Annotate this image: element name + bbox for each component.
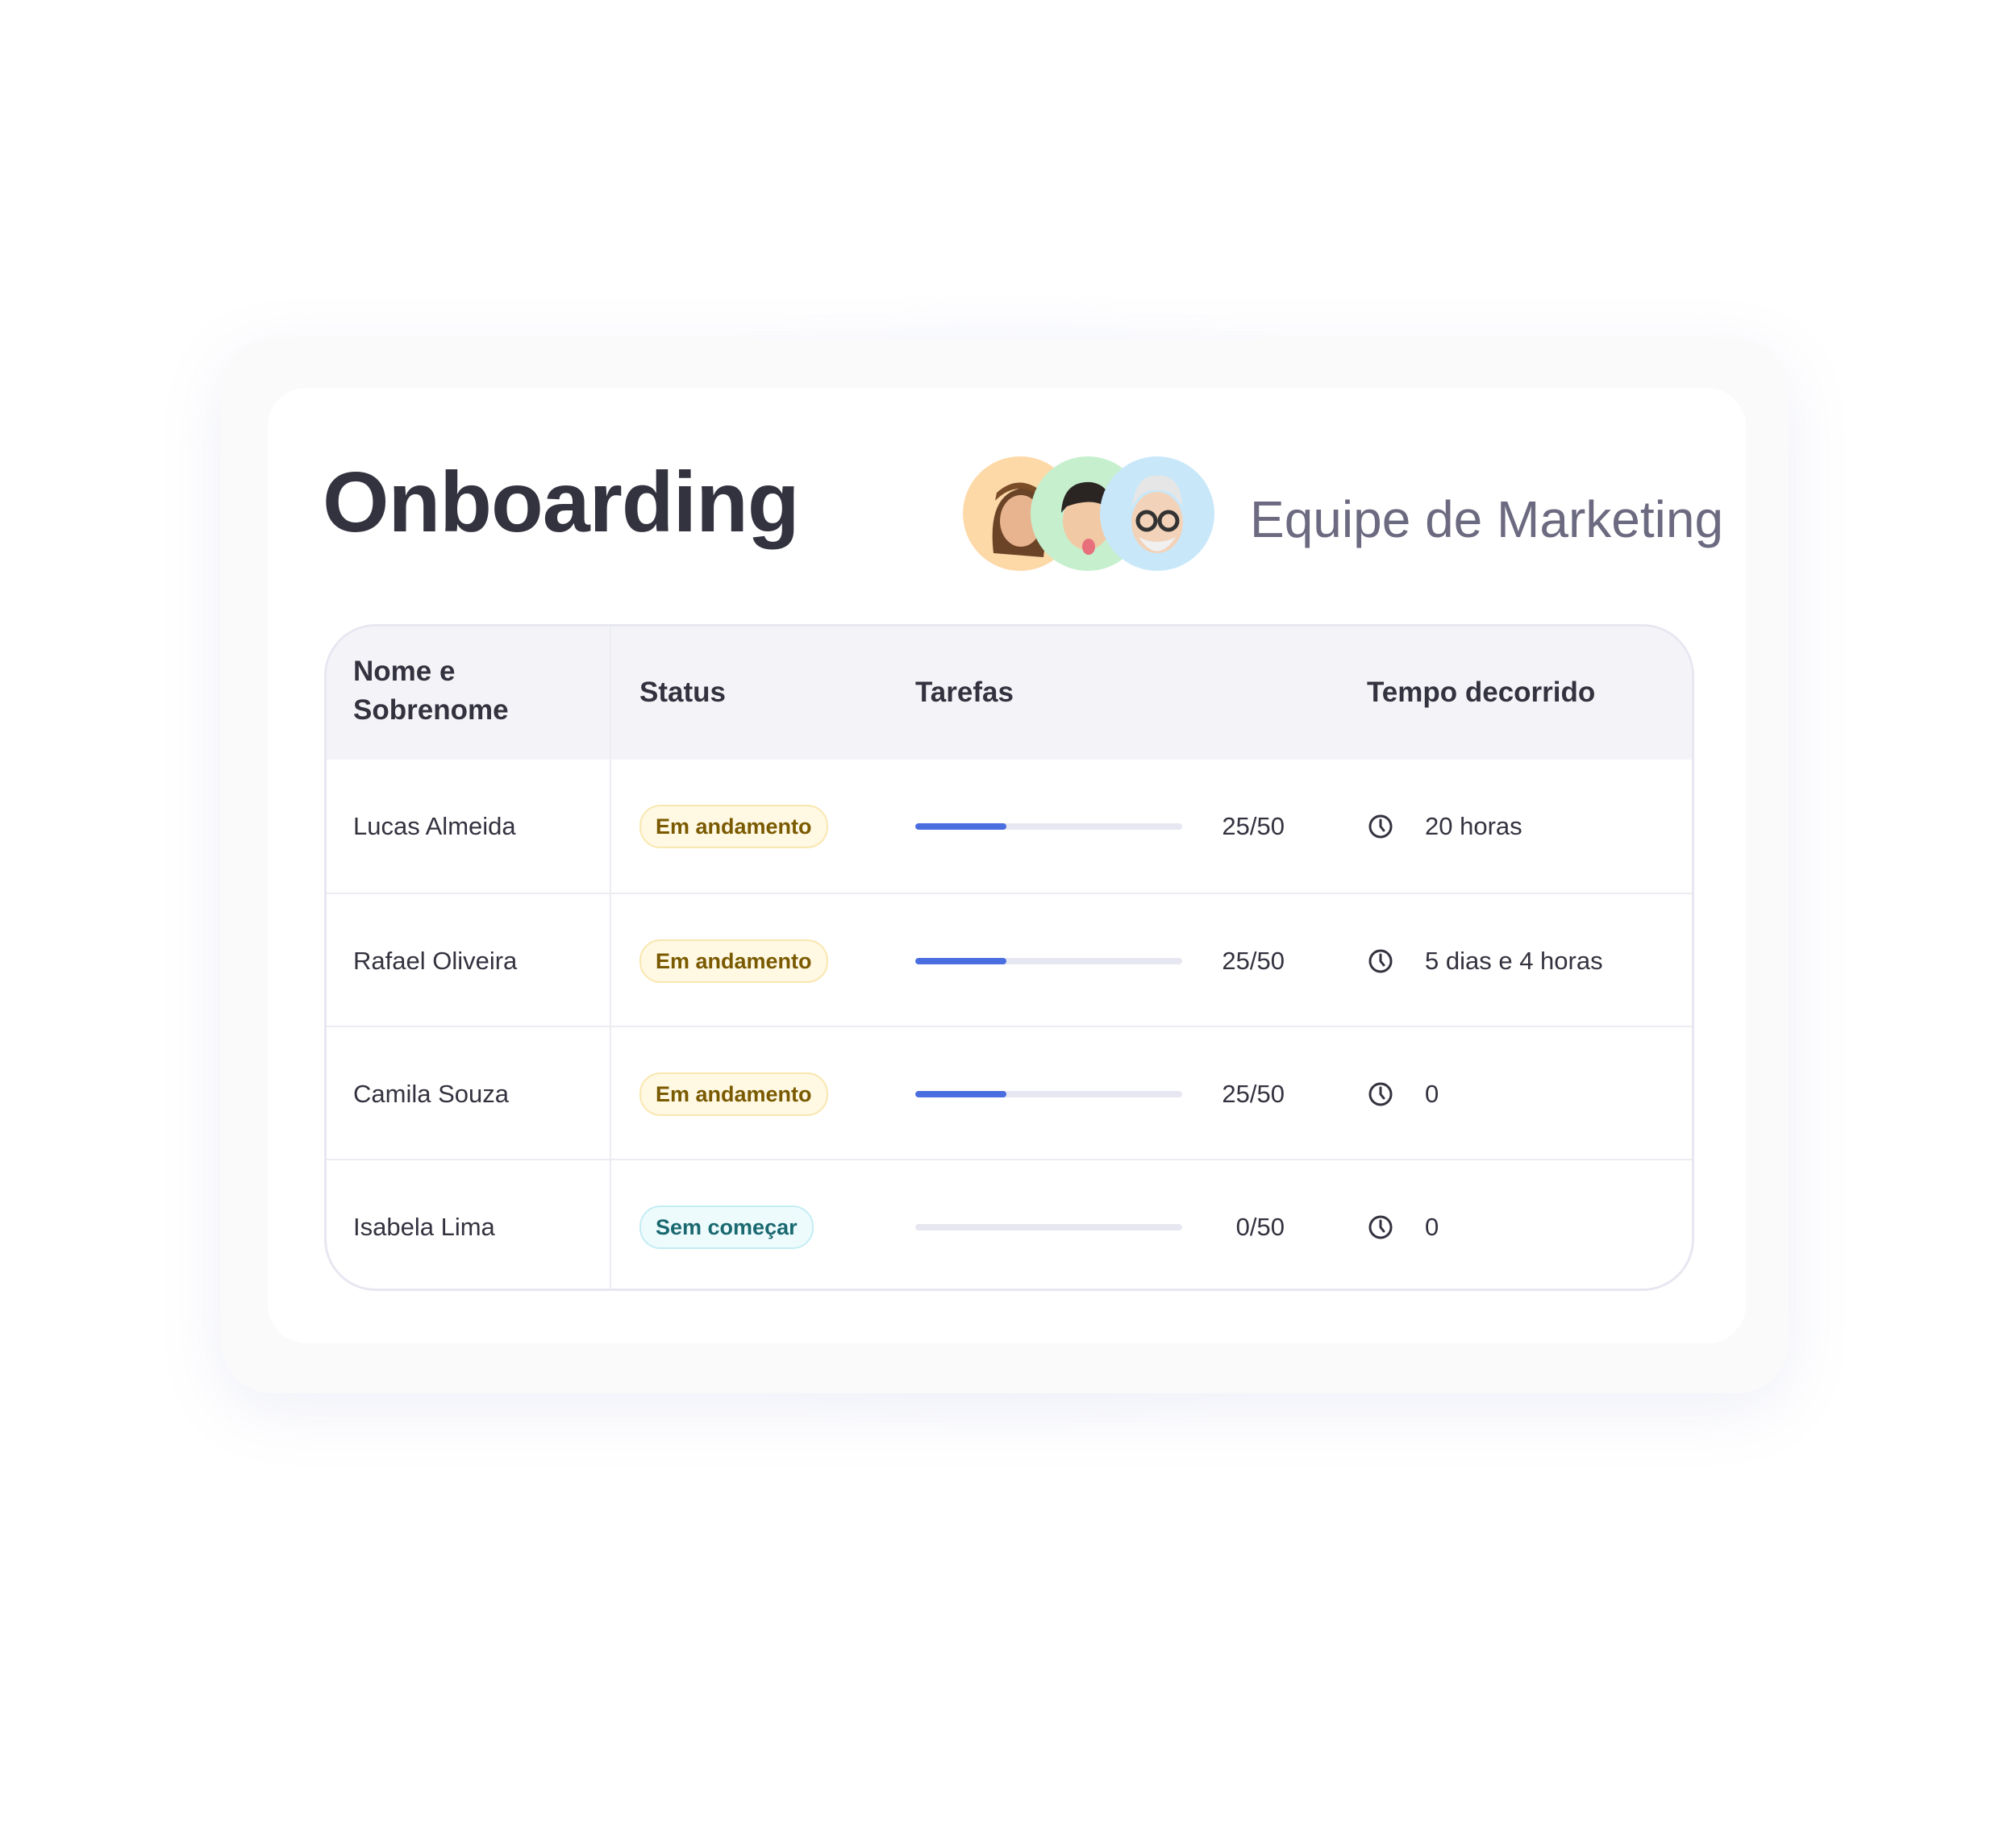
avatar [1100, 456, 1214, 571]
person-name: Isabela Lima [353, 1212, 495, 1241]
task-count: 25/50 [1222, 811, 1285, 840]
onboarding-table: Nome e Sobrenome Status Tarefas Tempo de… [324, 624, 1694, 1291]
person-name: Lucas Almeida [353, 811, 516, 840]
elapsed-time: 0 [1425, 1212, 1439, 1241]
column-header-status[interactable]: Status [639, 677, 726, 708]
clock-icon [1368, 814, 1393, 838]
column-header-elapsed-time[interactable]: Tempo decorrido [1367, 677, 1596, 708]
column-divider [610, 627, 611, 1289]
status-badge: Sem começar [639, 1205, 814, 1249]
person-name: Camila Souza [353, 1079, 509, 1108]
elapsed-time: 5 dias e 4 horas [1425, 946, 1603, 975]
task-progress-bar [915, 957, 1182, 964]
task-count: 25/50 [1222, 1079, 1285, 1108]
person-name: Rafael Oliveira [353, 946, 518, 975]
task-count: 0/50 [1235, 1212, 1285, 1241]
table-row[interactable]: Lucas Almeida Em andamento 25/50 20 hora… [327, 760, 1692, 893]
status-badge: Em andamento [639, 804, 828, 848]
clock-icon [1368, 949, 1393, 972]
elapsed-time: 20 horas [1425, 811, 1522, 840]
clock-icon [1368, 1082, 1393, 1105]
team-avatars [963, 456, 1221, 571]
task-progress-fill [915, 822, 1006, 830]
table-row[interactable]: Isabela Lima Sem começar 0/50 0 [327, 1159, 1692, 1289]
column-header-tasks[interactable]: Tarefas [915, 677, 1014, 708]
table-header: Nome e Sobrenome Status Tarefas Tempo de… [327, 627, 1692, 760]
status-badge: Em andamento [639, 1072, 828, 1116]
task-progress-bar [915, 1223, 1182, 1230]
page-title: Onboarding [323, 455, 800, 550]
status-badge: Em andamento [639, 939, 828, 983]
avatar-memoji-icon [1061, 481, 1112, 555]
task-progress-fill [915, 957, 1006, 964]
table-row[interactable]: Rafael Oliveira Em andamento 25/50 5 dia… [327, 893, 1692, 1027]
task-count: 25/50 [1222, 946, 1285, 975]
task-progress-fill [915, 1090, 1006, 1097]
column-header-name[interactable]: Nome e Sobrenome [353, 656, 509, 726]
avatar-memoji-icon [1131, 475, 1183, 553]
task-progress-bar [915, 1090, 1182, 1097]
team-name: Equipe de Marketing [1250, 490, 1724, 548]
clock-icon [1368, 1215, 1393, 1239]
elapsed-time: 0 [1425, 1079, 1439, 1108]
task-progress-bar [915, 822, 1182, 830]
table-row[interactable]: Camila Souza Em andamento 25/50 0 [327, 1026, 1692, 1160]
